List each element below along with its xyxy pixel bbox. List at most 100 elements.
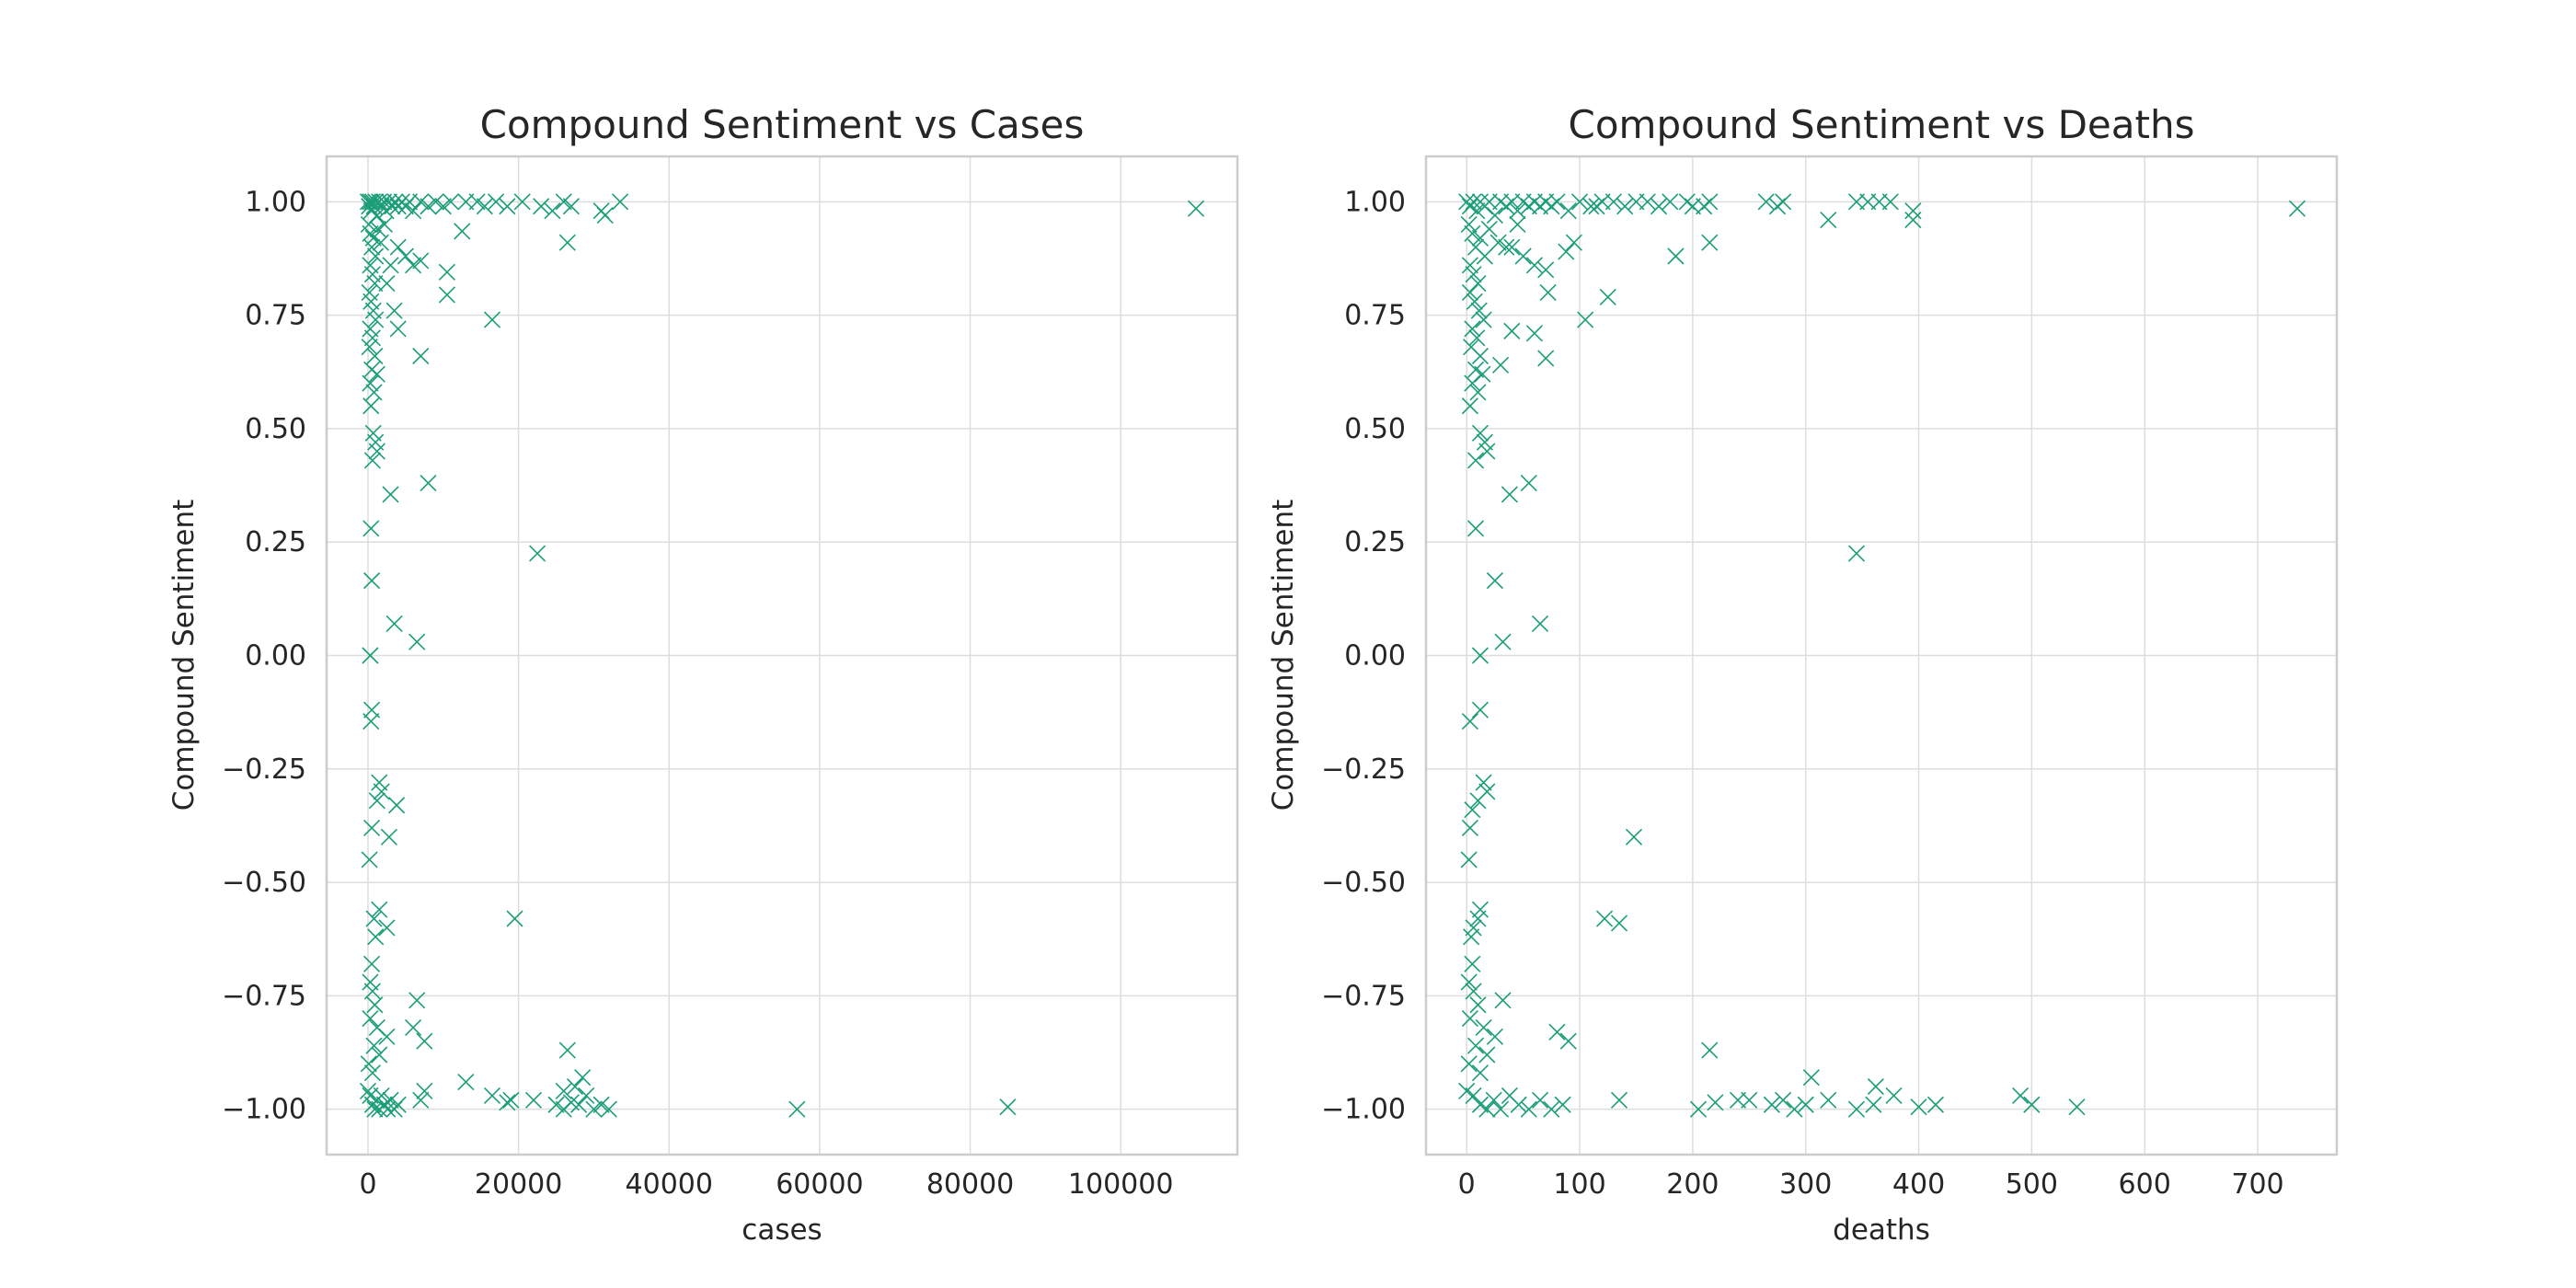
x-tick-label: 0 [359, 1168, 376, 1201]
data-point [371, 901, 388, 918]
data-point [1469, 275, 1487, 293]
y-tick-label: 0.00 [1344, 640, 1406, 673]
data-point [1486, 1028, 1503, 1045]
data-point [378, 919, 396, 937]
data-point [1486, 207, 1503, 224]
data-point [1464, 320, 1481, 338]
data-point [1701, 193, 1719, 211]
data-point [380, 828, 397, 845]
x-tick-label: 20000 [475, 1168, 562, 1201]
data-point [1820, 211, 1837, 229]
data-point [1604, 193, 1622, 211]
data-point [362, 374, 379, 392]
data-point [363, 983, 381, 1000]
data-point [362, 520, 380, 537]
data-point [544, 202, 561, 220]
plot-frame [325, 155, 1239, 1156]
data-point [1474, 365, 1491, 383]
data-point [999, 1098, 1017, 1116]
data-point [1471, 424, 1489, 442]
data-point [363, 329, 381, 347]
data-point [468, 193, 486, 211]
data-point [1537, 261, 1555, 279]
data-point [1741, 1091, 1758, 1109]
data-point [488, 193, 505, 211]
data-point [566, 1077, 584, 1096]
data-point [1616, 198, 1634, 215]
data-point [385, 615, 403, 633]
data-point [397, 247, 414, 265]
data-point [1775, 1091, 1792, 1109]
data-point [2068, 1098, 2086, 1116]
data-point [1460, 973, 1478, 991]
data-point [1610, 914, 1628, 932]
data-point [1466, 293, 1483, 310]
data-point [1501, 486, 1518, 503]
data-point [412, 252, 430, 270]
data-point [1610, 1091, 1628, 1109]
data-point [385, 302, 403, 319]
data-point [368, 792, 385, 810]
y-tick-label: 0.00 [245, 640, 306, 673]
data-point [1460, 1055, 1478, 1073]
data-point [1757, 193, 1775, 211]
data-point [1867, 1077, 1884, 1096]
data-point [1460, 215, 1478, 234]
data-point [412, 1091, 430, 1109]
data-point [389, 238, 407, 256]
x-tick-label: 100000 [1068, 1168, 1174, 1201]
data-point [562, 198, 580, 215]
data-point [442, 193, 460, 211]
data-point [1820, 1091, 1837, 1109]
data-point [1471, 701, 1489, 719]
data-point [366, 275, 384, 293]
y-tick-label: −0.75 [1321, 980, 1406, 1012]
y-tick-label: 0.50 [1344, 413, 1406, 445]
data-point [1520, 1100, 1537, 1118]
data-point [513, 193, 531, 211]
data-point [574, 1069, 592, 1087]
y-axis-label: Compound Sentiment [167, 500, 201, 811]
data-point [1510, 1096, 1527, 1113]
data-point [555, 1082, 572, 1100]
data-point [384, 198, 401, 215]
data-point [1468, 202, 1486, 220]
data-point [1469, 384, 1487, 401]
data-point [380, 193, 397, 211]
data-point [1599, 288, 1616, 305]
data-point [1480, 220, 1498, 237]
data-point [1466, 1037, 1485, 1054]
data-point [363, 1064, 381, 1082]
data-point [1503, 238, 1521, 256]
data-point [368, 365, 385, 383]
data-point [555, 193, 572, 211]
data-point [427, 193, 444, 211]
data-point [389, 1096, 407, 1113]
data-point [1489, 234, 1507, 251]
data-point [1465, 266, 1482, 283]
x-tick-label: 600 [2119, 1168, 2171, 1201]
data-point [1187, 200, 1205, 217]
data-point [1461, 283, 1478, 302]
data-point [382, 486, 399, 503]
y-tick-label: 0.50 [245, 413, 306, 445]
y-tick-label: 0.25 [245, 526, 306, 558]
data-point [362, 397, 380, 415]
data-point [1465, 983, 1482, 1000]
data-point [1498, 238, 1515, 256]
data-point [371, 1046, 388, 1064]
data-point [1537, 350, 1555, 367]
data-point [368, 443, 385, 460]
x-axis-label: cases [742, 1213, 822, 1247]
data-point [578, 1087, 595, 1104]
y-tick-label: −0.50 [1321, 867, 1406, 899]
data-point [366, 347, 384, 365]
data-point [1471, 647, 1489, 664]
data-point [378, 1028, 396, 1045]
data-point [1461, 257, 1478, 274]
data-point [506, 910, 523, 927]
data-point [1662, 193, 1679, 211]
data-point [529, 545, 546, 562]
data-point [373, 783, 390, 800]
data-point [362, 712, 380, 730]
